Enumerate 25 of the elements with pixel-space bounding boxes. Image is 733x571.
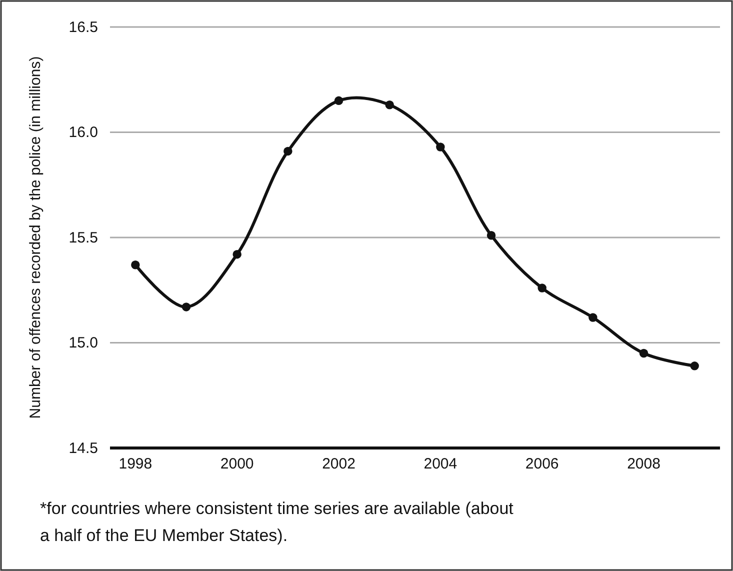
y-tick-label: 16.0 [68, 124, 98, 142]
point [334, 96, 344, 106]
x-tick-label: 2000 [220, 456, 254, 473]
point [284, 146, 292, 156]
x-tick-label: 2006 [525, 456, 559, 473]
x-tick-label: 1998 [118, 456, 152, 473]
point [639, 348, 648, 358]
point [182, 302, 191, 312]
point [232, 250, 242, 259]
x-tick-label: 2008 [627, 456, 660, 473]
point [486, 231, 496, 240]
point [690, 362, 699, 370]
point [385, 100, 394, 110]
text: *for countries where consistent time series are available (about a half of the EU Member States). [40, 499, 514, 545]
point [588, 313, 598, 322]
y-tick-label: 15.0 [68, 334, 98, 352]
y-axis-title: Number of offences recorded by the police (in millions) [27, 56, 44, 419]
point [538, 284, 546, 292]
y-tick-label: 14.5 [68, 440, 98, 457]
y-tick-label: 16.5 [68, 18, 98, 36]
x-tick-label: 2002 [322, 456, 356, 473]
y-tick-label: 15.5 [68, 229, 98, 246]
point [436, 142, 445, 152]
x-tick-label: 2004 [424, 456, 458, 473]
point [131, 260, 140, 270]
